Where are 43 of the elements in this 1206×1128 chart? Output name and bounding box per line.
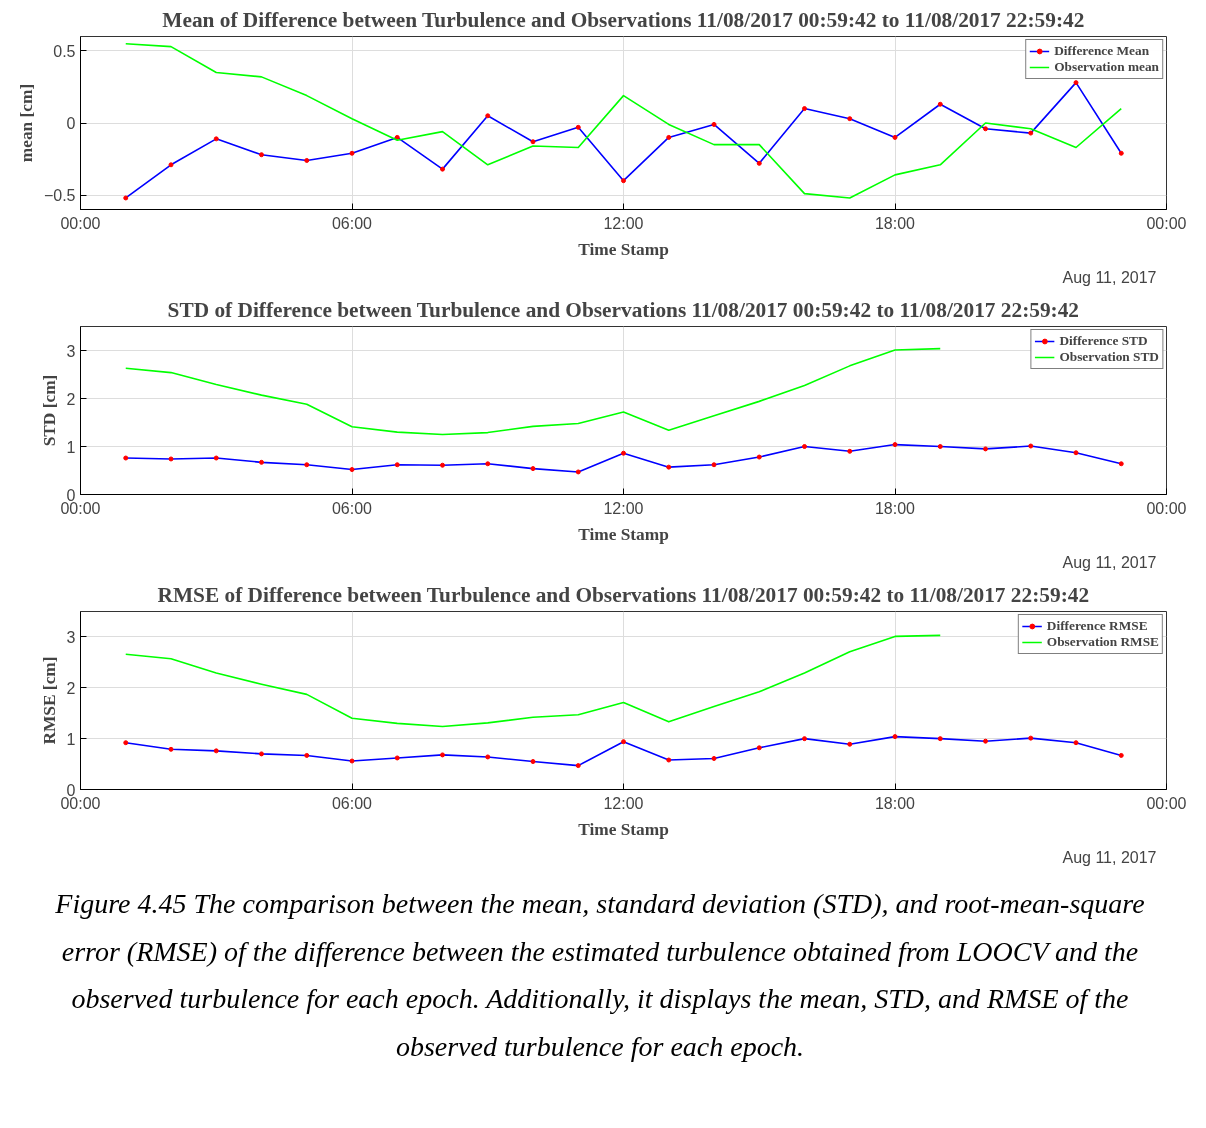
y-tick-label: 1 bbox=[66, 730, 76, 748]
y-tick-label: 1 bbox=[66, 438, 76, 456]
chart-title: STD of Difference between Turbulence and Observations 11/08/2017 00:59:42 to 11/08/2017 22:59:42 bbox=[167, 297, 1079, 322]
chart-title: RMSE of Difference between Turbulence and Observations 11/08/2017 00:59:42 to 11/08/2017 22:59:42 bbox=[157, 582, 1090, 607]
x-tick-label: 18:00 bbox=[874, 214, 916, 232]
y-tick-label: 2 bbox=[66, 390, 76, 408]
y-tick-label: 0 bbox=[66, 115, 76, 132]
x-tick-label: 00:00 bbox=[1146, 499, 1187, 517]
line-series bbox=[124, 347, 942, 436]
x-axis-title: Time Stamp bbox=[578, 239, 669, 259]
chart-title: Mean of Difference between Turbulence and Observations 11/08/2017 00:59:42 to 11/08/2017 22:59:42 bbox=[162, 7, 1085, 32]
y-tick-label: 3 bbox=[66, 628, 76, 646]
y-tick-label: −0.5 bbox=[43, 187, 76, 205]
text: Aug 11, 2017 bbox=[1062, 848, 1157, 866]
text: Aug 11, 2017 bbox=[1062, 268, 1157, 286]
caption: Figure 4.45 The comparison between the mean, standard deviation (STD), and root-mean-square error (RMSE) of the difference between the estimated turbulence obtained from LOOCV and the observed turbulence for each epoch. Additionally, it displays the mean, STD, and RMSE of the observed turbulence for each epoch. bbox=[54, 887, 1146, 1064]
legend-label: Difference Mean bbox=[1054, 43, 1150, 59]
legend-label: Observation RMSE bbox=[1046, 634, 1159, 650]
y-tick-label: 3 bbox=[66, 342, 76, 360]
x-tick-label: 18:00 bbox=[874, 499, 916, 517]
y-axis-title: RMSE [cm] bbox=[39, 656, 59, 745]
x-tick-label: 18:00 bbox=[874, 794, 916, 812]
x-axis-title: Time Stamp bbox=[578, 524, 669, 544]
legend-label: Observation STD bbox=[1059, 349, 1159, 365]
x-tick-label: 06:00 bbox=[331, 214, 373, 232]
y-tick-label: 2 bbox=[66, 679, 76, 697]
x-axis-title: Time Stamp bbox=[578, 819, 669, 839]
x-tick-label: 00:00 bbox=[1146, 794, 1187, 812]
legend-label: Difference STD bbox=[1059, 333, 1148, 349]
x-tick-label: 06:00 bbox=[331, 794, 373, 812]
line-series bbox=[124, 634, 942, 728]
x-tick-label: 00:00 bbox=[1146, 214, 1187, 232]
y-tick-label: 0.5 bbox=[53, 42, 76, 60]
text: Aug 11, 2017 bbox=[1062, 553, 1157, 571]
legend-label: Observation mean bbox=[1054, 59, 1159, 75]
legend-label: Difference RMSE bbox=[1046, 618, 1148, 634]
y-axis-title: mean [cm] bbox=[16, 83, 36, 163]
x-tick-label: 12:00 bbox=[603, 214, 644, 232]
x-tick-label: 06:00 bbox=[331, 499, 373, 517]
x-tick-label: 00:00 bbox=[60, 214, 101, 232]
y-axis-title: STD [cm] bbox=[39, 374, 59, 447]
x-tick-label: 12:00 bbox=[603, 499, 644, 517]
x-tick-label: 12:00 bbox=[603, 794, 644, 812]
